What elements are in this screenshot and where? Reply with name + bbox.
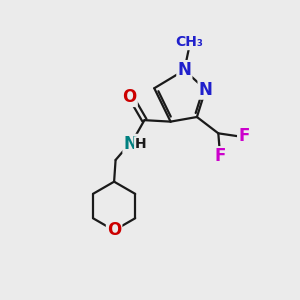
Text: H: H [135, 137, 146, 151]
Text: N: N [177, 61, 191, 79]
Text: F: F [238, 127, 250, 145]
Text: N: N [199, 81, 212, 99]
Text: N: N [124, 135, 137, 153]
Text: O: O [122, 88, 137, 106]
Text: F: F [214, 147, 226, 165]
Text: O: O [107, 221, 121, 239]
Text: CH₃: CH₃ [175, 35, 203, 49]
